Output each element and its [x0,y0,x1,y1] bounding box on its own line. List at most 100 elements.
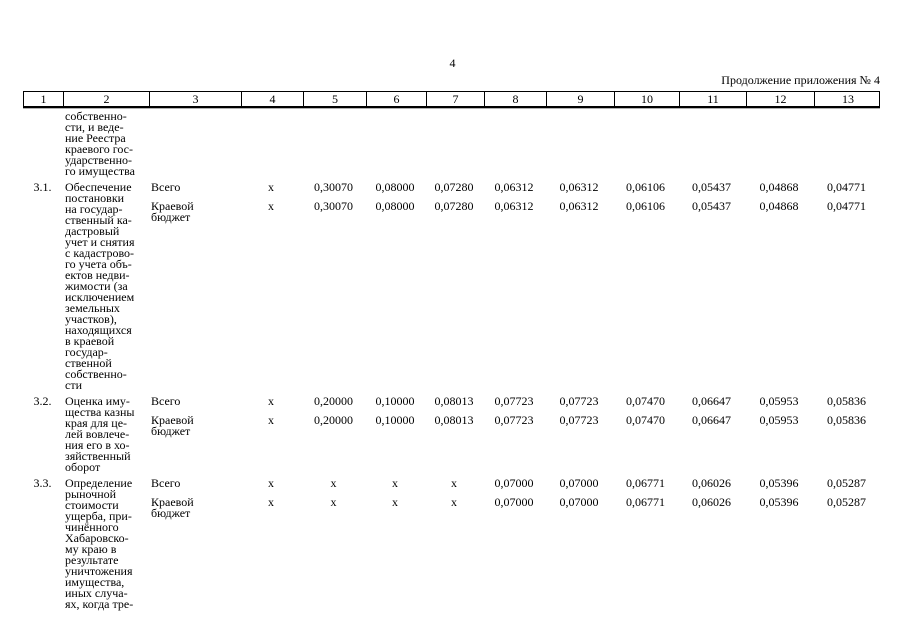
value-cell-col13: 0,05836 0,05836 [813,394,880,473]
value-total: 0,05953 [759,394,799,408]
table-row-3-1: 3.1. Обеспечение постановки на государ- … [23,180,880,392]
column-number-header: 13 [814,92,881,106]
value-total: 0,10000 [375,394,415,408]
value-cell-col13: 0,04771 0,04771 [813,180,880,391]
budget-type-cell: Всего Краевой бюджет [148,394,240,473]
value-regional: 0,07000 [494,495,534,509]
budget-label-regional: Краевой бюджет [151,199,194,224]
value-regional: x [268,495,274,509]
column-number-header: 7 [426,92,484,106]
column-number-header: 8 [484,92,546,106]
column-number-header: 9 [546,92,614,106]
value-regional: 0,05396 [759,495,799,509]
page-number: 4 [449,56,456,70]
value-regional: 0,06312 [559,199,599,213]
column-number-header: 3 [149,92,241,106]
value-regional: 0,06771 [626,495,665,509]
value-cell-col9: 0,06312 0,06312 [545,180,613,391]
value-regional: x [392,495,398,509]
value-cell-col13: 0,05287 0,05287 [813,477,880,610]
value-total: 0,08013 [434,394,474,408]
value-total: 0,07723 [494,394,534,408]
value-regional: 0,07723 [559,413,599,427]
value-total: x [268,394,274,408]
value-cell-col11: 0,06647 0,06647 [678,394,745,473]
value-cell-col10: 0,06771 0,06771 [613,476,678,610]
table-row-3-3: 3.3. Определение рыночной стоимости ущер… [23,476,880,611]
value-total: x [268,476,274,490]
value-cell-col9: 0,07723 0,07723 [545,394,613,473]
value-regional: 0,07000 [559,495,599,509]
value-cell-col12: 0,05396 0,05396 [745,477,813,610]
value-total: 0,04771 [827,180,866,194]
value-regional: 0,08013 [434,413,474,427]
column-number-header: 11 [679,92,746,106]
value-cell-col5: 0,20000 0,20000 [302,394,365,473]
value-regional: 0,05953 [759,413,799,427]
value-total: 0,05836 [827,394,866,408]
value-regional: 0,10000 [375,413,415,427]
value-regional: x [268,413,274,427]
value-cell-col11: 0,06026 0,06026 [678,476,745,610]
value-total: 0,06771 [626,476,665,490]
appendix-table: 1 2 3 4 5 6 7 8 9 10 11 12 13 собственно… [23,91,880,610]
value-cell-col5: 0,30070 0,30070 [302,181,365,391]
budget-type-cell: Всего Краевой бюджет [148,477,240,610]
row-number-cell: 3.2. [33,394,52,408]
value-cell-col10: 0,06106 0,06106 [613,181,678,391]
value-regional: x [268,199,274,213]
activity-name-text: Оценка иму- щества казны края для це- ле… [65,394,135,474]
value-total: x [451,476,457,490]
value-total: 0,06312 [559,180,599,194]
value-regional: 0,20000 [314,413,353,427]
value-total: 0,07470 [626,394,665,408]
value-total: 0,06647 [692,394,731,408]
value-cell-col6: 0,10000 0,10000 [365,394,425,473]
row-number-cell [23,111,62,177]
table-row-carryover: собственно- сти, и веде- ние Реестра кра… [23,109,880,178]
activity-name-text: Определение рыночной стоимости ущерба, п… [65,476,134,611]
value-regional: 0,05836 [827,413,866,427]
value-regional: 0,06647 [692,413,731,427]
value-regional: 0,06026 [692,495,731,509]
value-cell-col8: 0,07723 0,07723 [483,394,545,473]
value-total: 0,06026 [692,476,731,490]
value-cell-col7: 0,07280 0,07280 [425,180,483,391]
column-number-header: 4 [241,92,303,106]
value-total: 0,08000 [375,180,415,194]
value-regional: 0,07723 [494,413,534,427]
value-regional: 0,05287 [827,495,866,509]
column-number-header: 5 [303,92,366,106]
value-total: 0,07000 [494,476,534,490]
value-total: x [268,180,274,194]
value-cell-col8: 0,07000 0,07000 [483,476,545,610]
value-regional: 0,05437 [692,199,731,213]
value-total: 0,07723 [559,394,599,408]
value-total: 0,07280 [434,180,474,194]
activity-name-text: Обеспечение постановки на государ- ствен… [65,180,135,392]
value-total: 0,07000 [559,476,599,490]
value-total: 0,05437 [692,180,731,194]
value-total: 0,20000 [314,394,353,408]
value-regional: 0,04868 [759,199,799,213]
value-cell-col12: 0,04868 0,04868 [745,180,813,391]
budget-type-cell: Всего Краевой бюджет [148,180,240,391]
row-number-cell: 3.3. [33,476,52,490]
continuation-note: Продолжение приложения № 4 [721,73,880,87]
activity-name-text: собственно- сти, и веде- ние Реестра кра… [65,109,135,178]
budget-label-total: Всего [151,180,181,194]
value-cell-col6: 0,08000 0,08000 [365,180,425,391]
table-row-3-2: 3.2. Оценка иму- щества казны края для ц… [23,394,880,474]
value-regional: 0,07280 [434,199,474,213]
column-number-header: 1 [40,92,47,106]
budget-label-total: Всего [151,394,181,408]
column-number-header: 2 [63,92,149,106]
value-total: 0,04868 [759,180,799,194]
table-header-row: 1 2 3 4 5 6 7 8 9 10 11 12 13 [23,91,880,108]
